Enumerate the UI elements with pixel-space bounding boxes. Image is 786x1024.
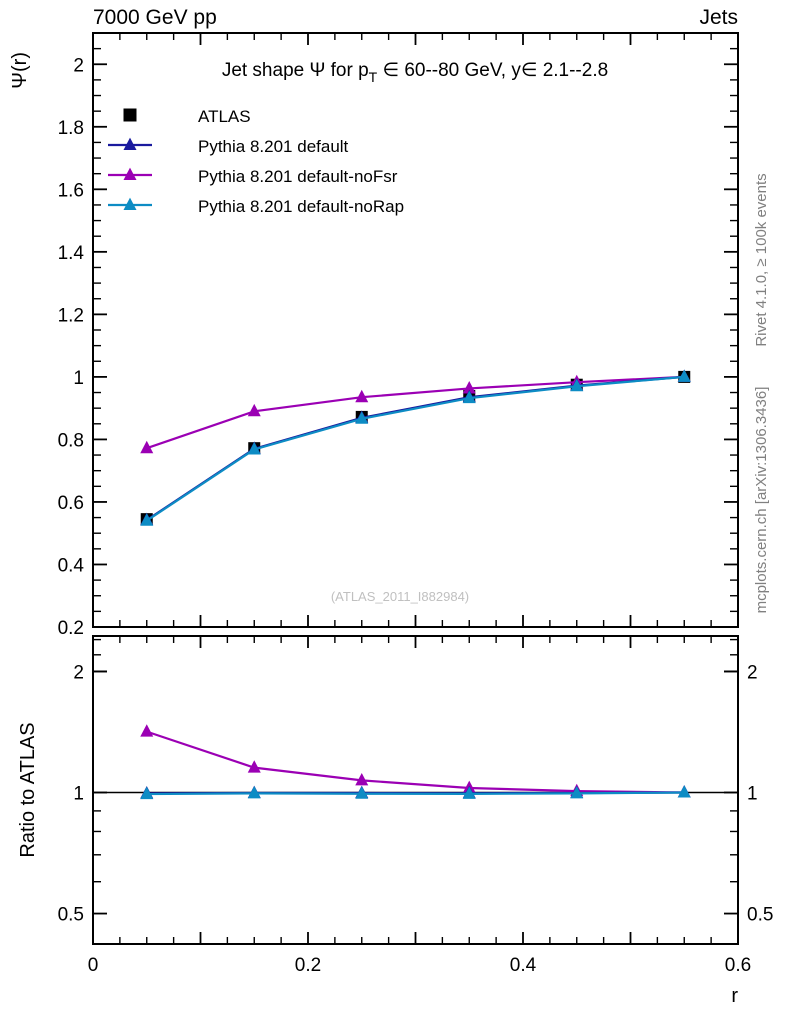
sidenote-mcplots: mcplots.cern.ch [arXiv:1306.3436] <box>753 387 770 614</box>
series-line <box>146 375 685 521</box>
series-line <box>146 375 685 450</box>
data-marker-triangle <box>570 378 584 392</box>
main-y-tick-label: 0.2 <box>58 618 84 639</box>
data-marker-triangle <box>247 442 261 455</box>
x-tick-label: 0 <box>88 955 99 976</box>
data-marker-triangle <box>140 786 154 800</box>
data-marker-triangle <box>140 440 154 454</box>
legend-entry: ATLAS <box>123 107 251 126</box>
x-axis-tick-labels: 0 0.2 0.4 0.6 <box>88 955 752 976</box>
legend-entry: Pythia 8.201 default <box>108 137 349 156</box>
data-marker-triangle <box>462 390 476 404</box>
main-panel-title: Jet shape Ψ for pT ∈ 60--80 GeV, y∈ 2.1-… <box>222 60 608 85</box>
data-marker-triangle <box>570 785 584 799</box>
legend-entry: Pythia 8.201 default-noFsr <box>108 167 398 186</box>
legend-label: Pythia 8.201 default <box>198 137 349 156</box>
x-tick-label: 0.4 <box>510 955 537 976</box>
ratio-y-axis-label: Ratio to ATLAS <box>17 722 39 857</box>
x-axis-label: r <box>731 985 738 1007</box>
series-line <box>146 791 685 796</box>
ratio-y-tick-label-right: 0.5 <box>747 905 773 926</box>
data-marker-triangle <box>355 411 369 424</box>
x-axis-ticks <box>92 33 739 944</box>
header-beam-label: 7000 GeV pp <box>93 6 217 29</box>
main-y-tick-label: 1.2 <box>58 305 84 326</box>
main-y-tick-label: 1.4 <box>58 243 85 264</box>
data-marker-triangle <box>677 785 691 798</box>
title-subscript: T <box>369 69 378 85</box>
analysis-watermark: (ATLAS_2011_I882984) <box>331 589 469 604</box>
data-marker-triangle <box>140 513 154 526</box>
ratio-y-tick-label-left: 1 <box>73 783 84 804</box>
x-tick-label: 0.6 <box>725 955 751 976</box>
legend: ATLAS Pythia 8.201 default Pythia 8.201 de… <box>108 107 404 216</box>
data-marker-triangle <box>247 785 261 799</box>
legend-entry: Pythia 8.201 default-noRap <box>108 197 404 216</box>
main-panel-ticks <box>93 32 738 628</box>
data-marker-triangle <box>247 760 261 773</box>
data-marker-triangle <box>462 786 476 799</box>
ratio-panel-frame <box>92 635 739 945</box>
sidenote-rivet-version: Rivet 4.1.0, ≥ 100k events <box>753 173 770 346</box>
legend-marker-triangle <box>123 137 137 151</box>
data-marker-triangle <box>140 724 154 737</box>
ratio-y-tick-label-right: 2 <box>747 662 758 683</box>
ratio-y-tick-label-left: 2 <box>73 662 84 683</box>
legend-label: Pythia 8.201 default-noFsr <box>198 167 398 186</box>
header-analysis-label: Jets <box>699 6 738 29</box>
legend-marker-triangle <box>123 197 137 211</box>
main-y-tick-label: 2 <box>73 55 84 76</box>
main-panel-data <box>140 369 691 526</box>
series-line <box>146 375 685 522</box>
main-y-axis-label: Ψ(r) <box>9 52 31 89</box>
main-y-tick-label: 0.4 <box>58 555 85 576</box>
data-marker-triangle <box>462 381 476 394</box>
ratio-panel-ticks <box>93 638 738 915</box>
legend-marker-square <box>123 108 137 122</box>
title-pre: Jet shape Ψ for p <box>222 60 369 81</box>
ratio-panel-tick-labels: 0.5 0.5 1 1 2 2 <box>58 662 774 925</box>
data-marker-triangle <box>677 369 691 382</box>
main-y-tick-label: 1 <box>73 368 84 389</box>
data-marker-triangle <box>355 772 369 786</box>
x-tick-label: 0.2 <box>295 955 321 976</box>
title-post: ∈ 60--80 GeV, y∈ 2.1--2.8 <box>377 60 608 81</box>
legend-label: Pythia 8.201 default-noRap <box>198 197 404 216</box>
main-y-tick-label: 0.6 <box>58 493 84 514</box>
data-marker-triangle <box>355 389 369 403</box>
main-y-tick-label: 1.8 <box>58 118 84 139</box>
main-panel-frame <box>92 32 739 628</box>
legend-marker-triangle <box>123 167 137 181</box>
series-line <box>146 730 685 794</box>
main-y-tick-label: 0.8 <box>58 430 84 451</box>
ratio-y-tick-label-left: 0.5 <box>58 905 84 926</box>
data-marker-triangle <box>247 403 261 417</box>
ratio-panel-data <box>93 724 738 800</box>
main-panel-tick-labels: 0.2 0.4 0.6 0.8 1 1.2 1.4 1.6 1.8 2 <box>58 55 85 639</box>
legend-label: ATLAS <box>198 107 251 126</box>
ratio-y-tick-label-right: 1 <box>747 783 758 804</box>
data-marker-triangle <box>355 786 369 799</box>
main-y-tick-label: 1.6 <box>58 180 84 201</box>
